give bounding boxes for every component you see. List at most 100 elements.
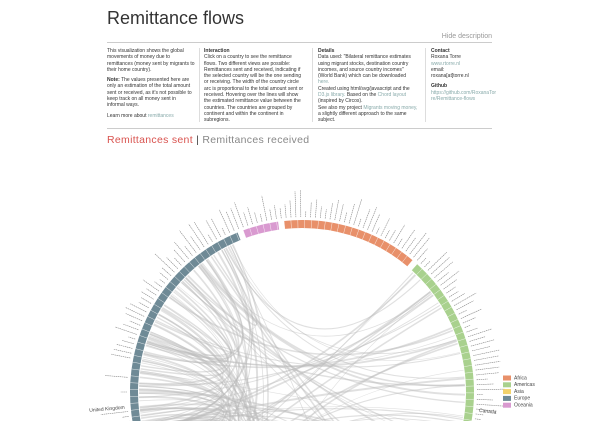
text: Learn more about remittances [107,113,195,119]
country-gap [205,249,211,257]
country-label-mark [159,272,169,280]
chord [263,272,414,421]
chord [350,418,432,421]
text: Roxana Torre [431,54,461,61]
country-gap [433,289,441,295]
chord [140,370,231,421]
country-label-mark [339,204,344,222]
tab[interactable]: Remittances received [202,134,310,146]
country-label-mark [451,293,465,302]
chord [143,258,244,363]
chord [213,254,335,421]
chord [139,385,288,421]
country-label-mark [454,292,477,306]
country-label-mark [397,238,403,246]
country-gap [147,316,155,321]
continent-arc [284,220,413,267]
legend-swatch [503,402,511,408]
chord [161,308,251,421]
chord [139,396,237,421]
country-label-mark [420,257,427,264]
chord [152,296,230,421]
country-label-mark [405,237,417,252]
country-label-mark [448,291,459,298]
country-gap [130,409,139,411]
country-label-mark [141,291,154,300]
country-gap [385,244,391,252]
description-column: Contact Roxana Torre www.rtorre.nl email… [431,48,497,106]
chord [139,393,227,421]
link[interactable]: here. [318,79,330,86]
country-label-mark [437,272,449,282]
link[interactable]: remittances [147,112,174,119]
link[interactable]: D3.js library. [318,92,346,99]
hide-description[interactable]: Hide description [441,33,492,40]
country-gap [368,234,372,243]
country-labels: United KingdomBosnia and HerzegovinaSpai… [89,405,497,416]
country-label-mark [129,320,141,326]
country-gap [179,271,186,278]
country-label-mark [393,224,406,244]
divider [107,128,492,129]
legend-swatch [503,382,511,388]
heading: Contact [431,48,450,54]
text: See also my project [318,104,362,111]
country-gap [131,415,140,418]
country-gap [441,300,449,306]
country-gap [465,378,474,380]
link[interactable]: https://github.com/RoxanaTorre/Remittanc… [431,89,497,103]
country-gap [283,220,286,229]
country-label-mark [190,236,201,250]
label-marks [100,189,505,421]
text: Note: The values presented here are only… [107,77,195,108]
chord [150,331,230,421]
country-gap [465,405,474,407]
chord [158,313,250,421]
country-label-mark [284,204,287,218]
tab[interactable]: Remittances sent [107,134,193,146]
country-label-mark [243,212,249,226]
chord [141,359,223,421]
country-gap [411,264,418,271]
chord [256,274,416,421]
country-gap [356,229,360,238]
link[interactable]: Migrants moving money, [363,104,418,111]
country-label-mark [476,403,503,407]
country-gap [189,261,195,269]
chord [210,256,327,421]
country-gap [450,319,458,323]
chord [205,259,248,421]
country-gap [349,227,353,236]
country-label-mark [476,408,497,412]
link[interactable]: www.rtorre.nl [431,60,461,67]
text: Details Data used: "Bilateral remittance… [318,48,418,124]
chord [302,340,458,421]
country-label-mark [115,326,137,335]
country-gap [130,402,139,404]
country-label-mark [146,288,157,296]
country-label-mark [261,195,268,221]
chord [179,245,254,421]
country-label-mark [476,372,499,376]
chord [153,324,249,421]
chord [163,305,254,421]
chord [182,280,238,421]
country-label-mark [473,349,500,356]
chord [225,247,465,379]
chord [200,408,463,421]
country-label-mark [446,286,456,294]
country-label-mark [128,336,136,340]
text: The values presented here are only an es… [107,77,192,109]
chord [168,296,454,356]
country-label-mark [125,307,145,317]
country-label-mark [474,361,501,366]
country-label-mark [207,234,213,242]
country-label: United Kingdom [89,405,125,414]
link[interactable]: Chord layout [377,92,407,99]
country-label-mark [315,199,318,218]
chord [180,281,395,421]
chord [174,290,257,421]
chord [139,403,334,421]
chord [139,376,271,421]
country-gap [459,344,468,348]
